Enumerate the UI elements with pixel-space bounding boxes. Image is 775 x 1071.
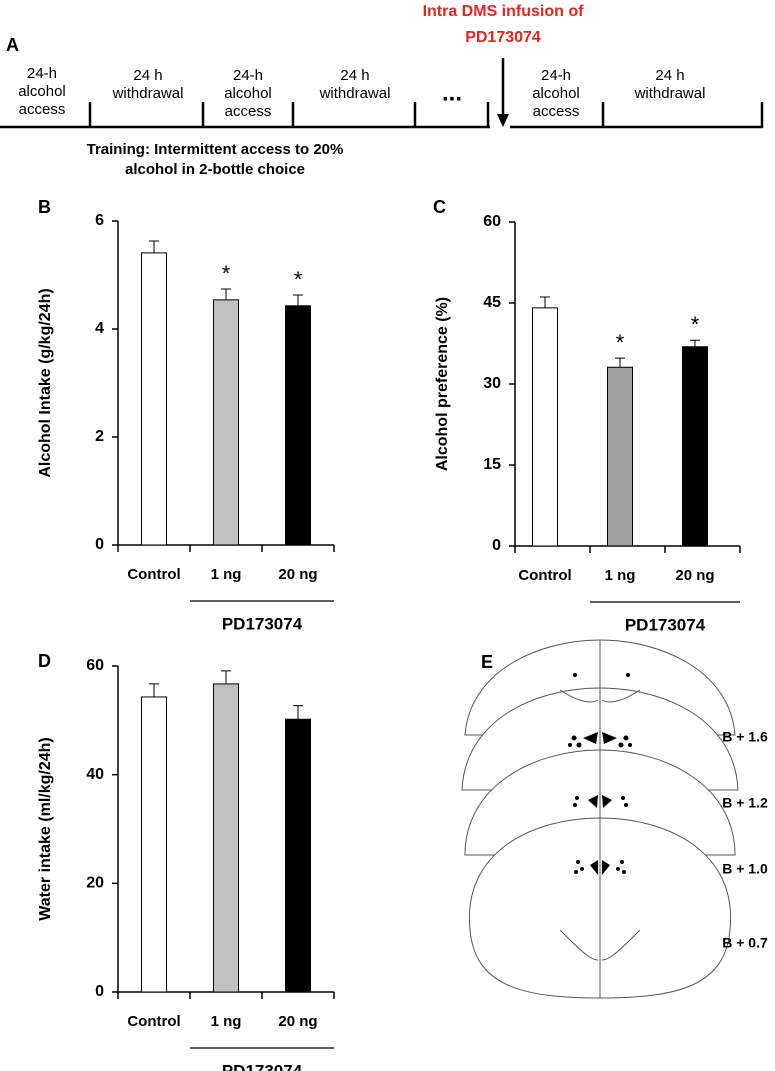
error-bar xyxy=(221,670,231,684)
infusion-label: Intra DMS infusion of xyxy=(423,3,585,20)
bar xyxy=(682,346,708,547)
bar xyxy=(285,305,311,546)
brain-atlas xyxy=(461,639,739,999)
x-tick-label: Control xyxy=(518,567,571,584)
panel-letter: B xyxy=(38,197,51,217)
segment-text: withdrawal xyxy=(112,85,184,102)
panel-letter: D xyxy=(38,651,51,671)
bar xyxy=(213,299,239,546)
y-tick-label: 60 xyxy=(86,657,104,674)
y-tick-label: 20 xyxy=(86,875,104,892)
significance-marker: * xyxy=(616,330,625,355)
significance-marker: * xyxy=(222,261,231,286)
group-label: PD173074 xyxy=(625,615,706,634)
infusion-label: PD173074 xyxy=(465,29,541,46)
training-text: alcohol in 2-bottle choice xyxy=(125,161,305,178)
x-tick-label: 20 ng xyxy=(278,566,317,583)
x-tick-label: 20 ng xyxy=(675,567,714,584)
error-bar xyxy=(149,240,159,253)
significance-marker: * xyxy=(294,267,303,292)
error-bar xyxy=(221,288,231,300)
x-tick-label: 1 ng xyxy=(605,567,636,584)
bar xyxy=(141,696,167,993)
y-axis-label: Alcohol preference (%) xyxy=(434,297,451,471)
timeline xyxy=(0,58,764,129)
segment-text: 24 h xyxy=(340,67,369,84)
level-label: B + 1.0 xyxy=(722,861,768,877)
y-tick-label: 0 xyxy=(492,537,501,554)
segment-text: 24-h xyxy=(27,65,57,82)
y-tick-label: 4 xyxy=(95,320,104,337)
level-label: B + 0.7 xyxy=(722,935,768,951)
error-bar xyxy=(293,705,303,720)
segment-text: withdrawal xyxy=(634,85,706,102)
training-text: Training: Intermittent access to 20% xyxy=(87,141,344,158)
significance-marker: * xyxy=(691,312,700,337)
error-bar xyxy=(293,294,303,306)
arrow-head xyxy=(497,114,509,127)
level-label: B + 1.2 xyxy=(722,795,768,811)
error-bar xyxy=(690,339,700,347)
segment-text: access xyxy=(19,101,66,118)
y-tick-label: 6 xyxy=(95,212,104,229)
y-tick-label: 0 xyxy=(95,983,104,1000)
segment-text: 24-h xyxy=(233,67,263,84)
panel-letter: A xyxy=(6,35,19,55)
y-tick-label: 30 xyxy=(483,375,501,392)
group-label: PD173074 xyxy=(222,1061,303,1071)
segment-text: 24 h xyxy=(133,67,162,84)
y-tick-label: 2 xyxy=(95,428,104,445)
y-axis-label: Water intake (ml/kg/24h) xyxy=(37,737,54,920)
bar xyxy=(213,683,239,993)
group-label: PD173074 xyxy=(222,614,303,633)
x-tick-label: 20 ng xyxy=(278,1013,317,1030)
y-tick-label: 45 xyxy=(483,294,501,311)
error-bar xyxy=(540,296,550,308)
x-tick-label: Control xyxy=(127,566,180,583)
segment-text: access xyxy=(533,103,580,120)
segment-text: 24-h xyxy=(541,67,571,84)
bar xyxy=(607,366,633,547)
bar xyxy=(141,252,167,546)
bar xyxy=(285,718,311,993)
error-bar xyxy=(149,683,159,697)
segment-text: 24 h xyxy=(655,67,684,84)
y-tick-label: 15 xyxy=(483,456,501,473)
x-tick-label: 1 ng xyxy=(211,566,242,583)
y-tick-label: 60 xyxy=(483,213,501,230)
segment-text: alcohol xyxy=(532,85,580,102)
injection-sites xyxy=(568,673,632,875)
segment-text: ... xyxy=(442,79,462,106)
level-label: B + 1.6 xyxy=(722,729,768,745)
segment-text: alcohol xyxy=(18,83,66,100)
segment-text: access xyxy=(225,103,272,120)
bar xyxy=(532,307,558,547)
panel-letter: E xyxy=(481,652,493,672)
segment-text: withdrawal xyxy=(319,85,391,102)
y-tick-label: 0 xyxy=(95,536,104,553)
y-tick-label: 40 xyxy=(86,766,104,783)
x-tick-label: 1 ng xyxy=(211,1013,242,1030)
x-tick-label: Control xyxy=(127,1013,180,1030)
y-axis-label: Alcohol Intake (g/kg/24h) xyxy=(37,288,54,477)
segment-text: alcohol xyxy=(224,85,272,102)
panel-letter: C xyxy=(433,197,446,217)
error-bar xyxy=(615,357,625,368)
